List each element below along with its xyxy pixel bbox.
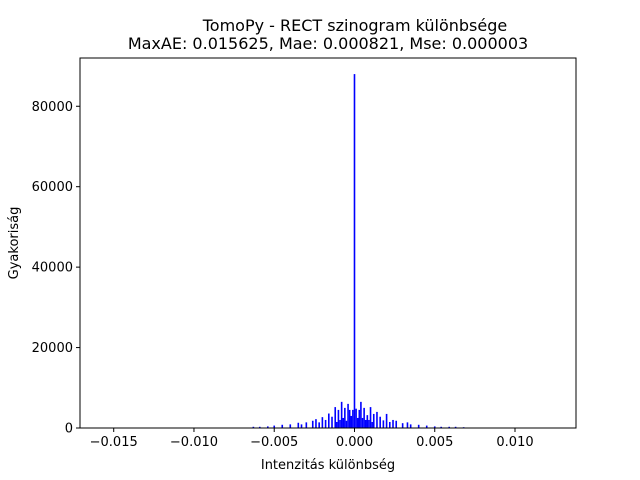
histogram-bar [318, 422, 320, 428]
histogram-bar [385, 413, 388, 428]
histogram-bar [328, 413, 330, 428]
histogram-bar [340, 401, 343, 428]
histogram-bar [417, 424, 420, 428]
histogram-bar [358, 409, 361, 428]
x-tick-label: 0.005 [416, 435, 453, 450]
histogram-bar [348, 409, 351, 428]
histogram-bar [339, 419, 341, 428]
histogram-bar [372, 413, 375, 428]
histogram-bar [448, 426, 450, 428]
histogram-bar [368, 419, 370, 428]
y-tick-label: 20000 [32, 341, 73, 356]
histogram-bar [342, 417, 345, 428]
histogram-bar [433, 426, 436, 428]
y-tick-label: 60000 [32, 180, 73, 195]
x-axis-label: Intenzitás különbség [261, 458, 395, 473]
histogram-bar [454, 426, 457, 428]
histogram-bar [311, 420, 314, 428]
histogram-bar [361, 417, 364, 428]
y-tick-label: 80000 [32, 100, 73, 115]
histogram-bar [353, 74, 356, 428]
histogram-bar [401, 423, 404, 428]
histogram-bar [334, 407, 337, 428]
x-tick-label: −0.010 [170, 435, 218, 450]
histogram-bar [258, 426, 261, 428]
histogram-bar [409, 424, 412, 428]
chart-title: TomoPy - RECT szinogram különbsége [202, 16, 507, 35]
x-axis-ticks: −0.015 −0.010 −0.005 0.000 0.005 0.010 [90, 428, 534, 450]
histogram-bar [371, 421, 373, 428]
histogram-bar [355, 408, 357, 428]
histogram-bar [345, 420, 348, 428]
x-tick-label: −0.005 [250, 435, 298, 450]
histogram-bar [337, 409, 340, 428]
x-tick-label: 0.010 [496, 435, 533, 450]
histogram-bar [392, 419, 394, 428]
histogram-bar [366, 415, 369, 428]
histogram-bar [395, 420, 398, 428]
histogram-bar [331, 416, 333, 428]
histogram-bar [315, 419, 317, 428]
y-axis-label: Gyakoriság [7, 207, 22, 280]
histogram-bar [336, 421, 338, 428]
histogram-bar [364, 419, 367, 428]
histogram-bar [321, 417, 324, 428]
histogram-bar [305, 422, 308, 428]
histogram-bar [267, 426, 269, 428]
y-axis-ticks: 0 20000 40000 60000 80000 [32, 100, 80, 437]
histogram-bar [440, 426, 442, 428]
histogram-bar [363, 407, 365, 428]
histogram-bar [389, 421, 391, 428]
histogram-bar [300, 424, 303, 428]
histogram-bar [406, 422, 409, 428]
histogram-bar [350, 415, 353, 428]
histogram-bar [360, 401, 362, 428]
histogram-bar [369, 407, 372, 428]
histogram-bars [252, 74, 465, 428]
x-tick-label: −0.015 [90, 435, 138, 450]
histogram-bar [289, 424, 292, 428]
histogram-bar [281, 424, 284, 428]
histogram-bar [382, 420, 385, 428]
histogram-bar [376, 411, 378, 428]
histogram-bar [425, 425, 428, 428]
histogram-bar [356, 417, 359, 428]
chart-subtitle: MaxAE: 0.015625, Mae: 0.000821, Mse: 0.0… [128, 34, 528, 53]
histogram-bar [344, 407, 346, 428]
histogram-bar [352, 409, 354, 428]
x-tick-label: 0.000 [336, 435, 373, 450]
histogram-bar [252, 426, 255, 428]
y-tick-label: 40000 [32, 261, 73, 276]
histogram-bar [297, 422, 300, 428]
histogram-bar [379, 416, 381, 428]
histogram-bar [347, 403, 349, 428]
histogram-bar [324, 419, 327, 428]
plot-frame [79, 57, 577, 429]
y-tick-label: 0 [65, 422, 73, 437]
histogram-bar [273, 425, 276, 428]
